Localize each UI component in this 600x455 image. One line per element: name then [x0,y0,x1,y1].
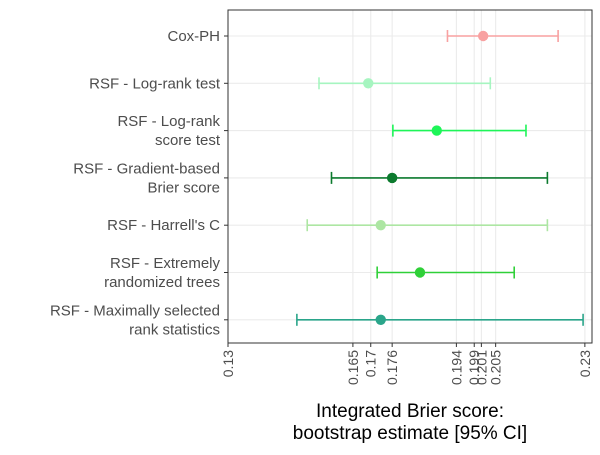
series-row [392,124,527,137]
series-layer [296,30,584,326]
category-label: Cox-PH [167,28,220,45]
category-label: RSF - Gradient-based [73,160,220,177]
series-row [296,313,584,326]
grid-layer [227,10,592,343]
x-tick-label: 0.205 [488,350,504,385]
x-tick-label: 0.17 [363,350,379,377]
point-estimate [375,314,386,325]
category-label: RSF - Log-rank test [89,75,221,92]
x-axis-title-line: Integrated Brier score: [316,401,504,422]
x-axis-title-line: bootstrap estimate [95% CI] [293,423,527,444]
series-row [446,30,559,42]
y-axis: Cox-PH RSF - Log-rank test RSF - Log-rank s… [50,28,228,338]
point-estimate [431,125,442,136]
series-row [318,77,492,90]
series-row [376,266,516,279]
x-tick-label: 0.201 [473,350,489,385]
category-label: Brier score [147,179,220,196]
category-label: RSF - Log-rank [117,113,220,130]
x-tick-label: 0.176 [384,350,400,385]
x-axis-title: Integrated Brier score:bootstrap estimat… [293,401,527,444]
point-estimate [414,267,426,278]
category-label: RSF - Maximally selected [50,302,220,319]
category-label: randomized trees [104,274,220,291]
point-estimate [375,220,386,231]
x-tick-label: 0.13 [220,350,236,377]
category-label: score test [155,132,221,149]
category-label: RSF - Harrell's C [107,217,220,234]
category-label: rank statistics [129,321,220,338]
panel-border [227,9,593,344]
series-row [330,171,549,184]
category-label: RSF - Extremely [110,255,221,272]
point-estimate [477,30,489,42]
x-tick-label: 0.199 [466,350,482,385]
point-estimate [363,78,374,89]
series-row [306,219,549,232]
x-tick-label: 0.194 [448,350,464,385]
x-tick-label: 0.23 [577,350,593,377]
x-tick-label: 0.165 [345,350,361,385]
point-estimate [386,172,398,184]
